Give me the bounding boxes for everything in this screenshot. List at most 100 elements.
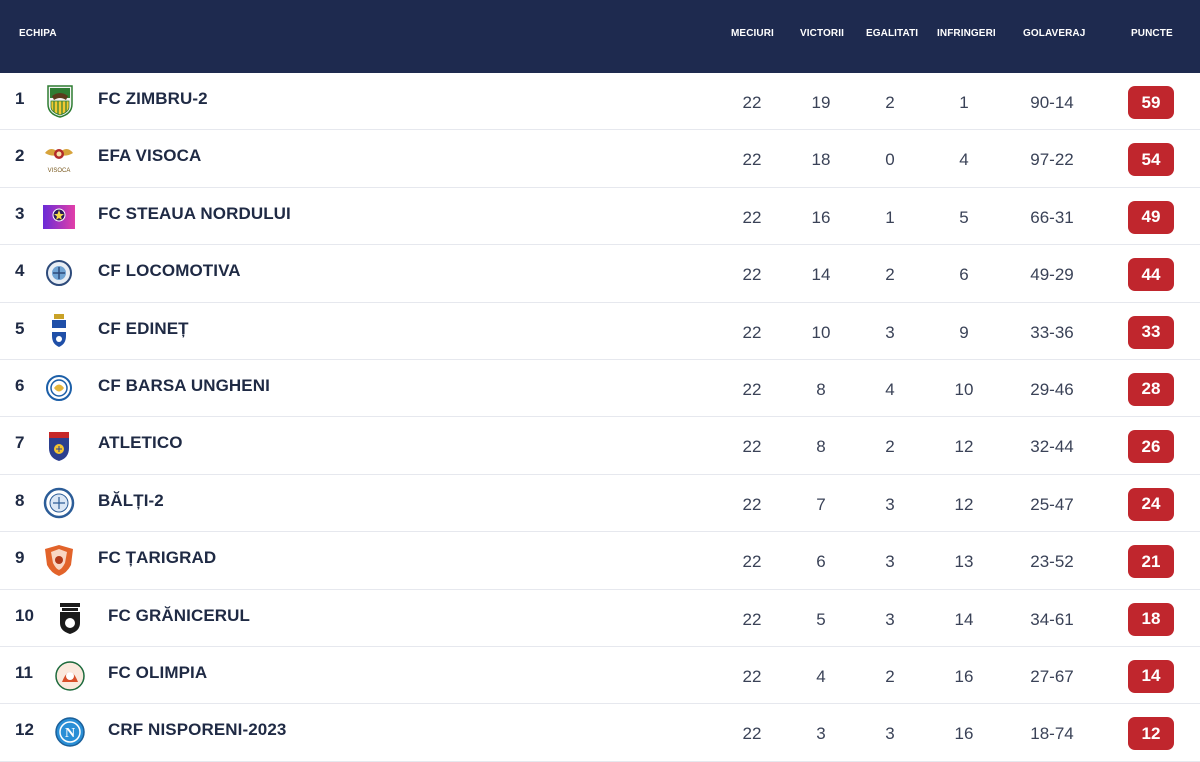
header-draws[interactable]: EGALITATI: [866, 28, 919, 39]
visoca-logo: VISOCA: [43, 141, 75, 175]
edinet-logo: [43, 313, 75, 348]
wins-cell: 10: [811, 322, 831, 342]
played-cell: 22: [742, 609, 762, 629]
team-name[interactable]: BĂLȚI-2: [98, 490, 164, 510]
draws-cell: 3: [885, 724, 895, 744]
goals-cell: 33-36: [1030, 322, 1074, 342]
draws-cell: 2: [885, 666, 895, 686]
header-points[interactable]: PUNCTE: [1131, 28, 1173, 39]
position: 4: [15, 261, 25, 281]
goals-cell: 25-47: [1030, 494, 1074, 514]
nisporeni-logo: N: [54, 715, 86, 749]
team-name[interactable]: FC STEAUA NORDULUI: [98, 203, 291, 223]
balti-logo: [43, 486, 75, 520]
wins-cell: 7: [816, 494, 826, 514]
losses-cell: 10: [954, 379, 974, 399]
wins-cell: 16: [811, 207, 831, 227]
position: 6: [15, 375, 25, 395]
goals-cell: 66-31: [1030, 207, 1074, 227]
goals-cell: 97-22: [1030, 150, 1074, 170]
losses-cell: 4: [959, 150, 969, 170]
wins-cell: 14: [811, 265, 831, 285]
points-badge: 12: [1128, 717, 1174, 751]
team-name[interactable]: EFA VISOCA: [98, 146, 202, 166]
points-badge: 54: [1128, 143, 1174, 177]
points-badge: 14: [1128, 659, 1174, 693]
goals-cell: 32-44: [1030, 437, 1074, 457]
position: 5: [15, 318, 25, 338]
table-row-5[interactable]: 5 CF EDINEȚ 22 10 3 9 33-36 33: [0, 302, 1200, 360]
goals-cell: 49-29: [1030, 265, 1074, 285]
team-name[interactable]: FC ȚARIGRAD: [98, 548, 217, 568]
team-name[interactable]: CF BARSA UNGHENI: [98, 375, 270, 395]
draws-cell: 0: [885, 150, 895, 170]
position: 3: [15, 203, 25, 223]
table-body: 1 FC ZIMBRU-2 22 19 2 1 90-14 59 2 VISOC…: [0, 73, 1200, 762]
points-badge: 49: [1128, 200, 1174, 234]
draws-cell: 3: [885, 609, 895, 629]
header-goals[interactable]: GOLAVERAJ: [1023, 28, 1086, 39]
position: 11: [15, 662, 33, 682]
table-row-10[interactable]: 10 FC GRĂNICERUL 22 5 3 14 34-61 18: [0, 589, 1200, 647]
table-row-4[interactable]: 4 CF LOCOMOTIVA 22 14 2 6 49-29 44: [0, 245, 1200, 303]
team-name[interactable]: ATLETICO: [98, 433, 183, 453]
goals-cell: 27-67: [1030, 666, 1074, 686]
locomotiva-logo: [43, 256, 75, 290]
team-name[interactable]: FC GRĂNICERUL: [108, 605, 251, 625]
team-name[interactable]: CF LOCOMOTIVA: [98, 261, 241, 281]
played-cell: 22: [742, 666, 762, 686]
position: 8: [15, 490, 25, 510]
granicerul-logo: [54, 601, 86, 635]
goals-cell: 34-61: [1030, 609, 1074, 629]
atletico-logo: [43, 428, 75, 462]
losses-cell: 12: [954, 494, 974, 514]
played-cell: 22: [742, 207, 762, 227]
losses-cell: 16: [954, 666, 974, 686]
header-team[interactable]: ECHIPA: [19, 28, 57, 39]
table-row-8[interactable]: 8 BĂLȚI-2 22 7 3 12 25-47 24: [0, 474, 1200, 533]
tarigrad-logo: [43, 543, 75, 577]
table-row-9[interactable]: 9 FC ȚARIGRAD 22 6 3 13 23-52 21: [0, 532, 1200, 590]
goals-cell: 23-52: [1030, 552, 1074, 572]
draws-cell: 2: [885, 265, 895, 285]
draws-cell: 2: [885, 437, 895, 457]
points-badge: 18: [1128, 602, 1174, 636]
draws-cell: 3: [885, 322, 895, 342]
steaua-nordului-logo: [43, 199, 75, 233]
position: 10: [15, 605, 34, 625]
team-name[interactable]: FC OLIMPIA: [108, 662, 208, 682]
played-cell: 22: [742, 93, 762, 112]
table-row-12[interactable]: 12 N CRF NISPORENI-2023 22 3 3 16 18-74 …: [0, 704, 1200, 762]
losses-cell: 16: [954, 724, 974, 744]
table-row-6[interactable]: 6 CF BARSA UNGHENI 22 8 4 10 29-46 28: [0, 359, 1200, 418]
header-losses[interactable]: INFRINGERI: [937, 28, 996, 39]
header-wins[interactable]: VICTORII: [800, 28, 844, 39]
team-name[interactable]: CRF NISPORENI-2023: [108, 720, 287, 740]
draws-cell: 1: [885, 207, 895, 227]
table-row-3[interactable]: 3 FC STEAUA NORDULUI 22 16 1 5 66-31 49: [0, 187, 1200, 246]
wins-cell: 4: [816, 666, 826, 686]
points-badge: 44: [1128, 258, 1174, 292]
table-row-2[interactable]: 2 VISOCA EFA VISOCA 22 18 0 4 97-22 54: [0, 130, 1200, 188]
wins-cell: 8: [816, 379, 826, 399]
header-played[interactable]: MECIURI: [731, 28, 774, 39]
table-row-1[interactable]: 1 FC ZIMBRU-2 22 19 2 1 90-14 59: [0, 73, 1200, 131]
team-name[interactable]: FC ZIMBRU-2: [98, 89, 208, 108]
losses-cell: 9: [959, 322, 969, 342]
points-badge: 33: [1128, 315, 1174, 349]
position: 2: [15, 146, 25, 166]
table-row-11[interactable]: 11 FC OLIMPIA 22 4 2 16 27-67 14: [0, 646, 1200, 705]
draws-cell: 4: [885, 379, 895, 399]
table-row-7[interactable]: 7 ATLETICO 22 8 2 12 32-44 26: [0, 417, 1200, 475]
played-cell: 22: [742, 437, 762, 457]
wins-cell: 18: [811, 150, 831, 170]
points-badge: 21: [1128, 545, 1174, 579]
goals-cell: 90-14: [1030, 93, 1074, 112]
barsa-ungheni-logo: [43, 371, 75, 405]
goals-cell: 29-46: [1030, 379, 1074, 399]
goals-cell: 18-74: [1030, 724, 1074, 744]
draws-cell: 3: [885, 552, 895, 572]
played-cell: 22: [742, 150, 762, 170]
team-name[interactable]: CF EDINEȚ: [98, 318, 189, 338]
